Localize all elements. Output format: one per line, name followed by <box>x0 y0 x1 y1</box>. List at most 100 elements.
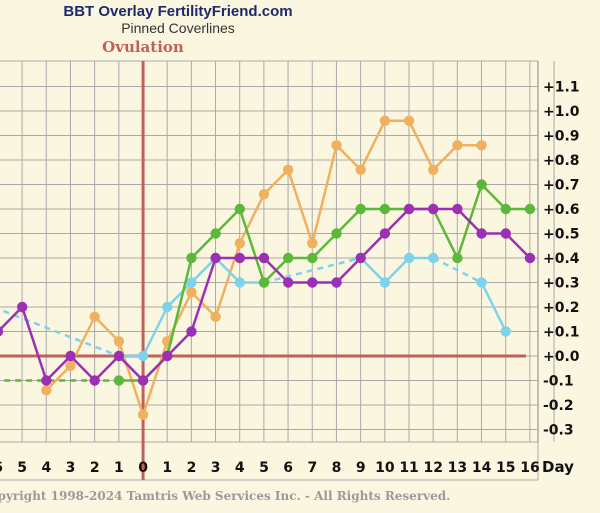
x-tick-label: 9 <box>356 460 366 476</box>
series-segment <box>45 355 72 382</box>
data-point <box>500 326 511 337</box>
y-tick-label: -0.3 <box>543 423 574 439</box>
data-point <box>476 277 487 288</box>
y-tick-label: +0.2 <box>543 300 580 316</box>
data-point <box>258 189 270 200</box>
data-point <box>428 164 439 175</box>
y-tick-label: +1.1 <box>543 80 580 96</box>
data-point <box>113 375 125 386</box>
series-segment <box>190 257 217 332</box>
data-point <box>0 326 4 337</box>
data-point <box>258 277 270 288</box>
x-tick-label: 6 <box>283 460 293 476</box>
data-point <box>113 336 125 347</box>
series-0 <box>41 115 487 420</box>
series-segment <box>0 306 24 332</box>
data-point <box>500 203 511 215</box>
series-segment <box>141 306 169 357</box>
y-tick-label: +0.7 <box>543 178 580 194</box>
data-point <box>331 277 342 288</box>
y-tick-label: -0.2 <box>543 398 574 414</box>
series-segment <box>480 281 507 333</box>
x-tick-label: 1 <box>114 460 124 476</box>
y-tick-label: +0.3 <box>543 276 580 292</box>
y-tick-label: -0.1 <box>543 374 574 390</box>
x-tick-label: 11 <box>399 460 418 476</box>
series-segment <box>238 193 266 244</box>
series-segment <box>118 355 144 382</box>
data-point <box>476 179 487 190</box>
data-point <box>524 252 536 264</box>
data-point <box>379 203 391 215</box>
data-point <box>186 252 197 264</box>
x-tick-label: 8 <box>332 460 342 476</box>
data-point <box>452 140 463 151</box>
series-segment <box>407 120 435 171</box>
data-point <box>162 350 173 362</box>
data-point <box>428 203 439 215</box>
series-segment <box>263 257 290 284</box>
x-tick-label: 4 <box>235 460 245 476</box>
y-tick-label: +0.5 <box>543 227 580 243</box>
x-tick-label: 5 <box>259 460 269 476</box>
series-segment <box>20 306 48 381</box>
data-point <box>210 252 221 264</box>
x-tick-label: 12 <box>423 460 442 476</box>
data-point <box>234 277 245 288</box>
data-point <box>307 277 318 288</box>
series-segment <box>383 257 410 284</box>
y-tick-label: +0.8 <box>543 153 580 169</box>
series-segment <box>166 257 193 357</box>
series-segment <box>311 232 338 259</box>
y-tick-label: +0.9 <box>543 129 580 145</box>
copyright-footer: Copyright 1998-2024 Tamtris Web Services… <box>0 489 450 503</box>
series-3 <box>0 203 536 386</box>
data-point <box>476 228 487 239</box>
series-dashed-segment <box>263 256 362 284</box>
series-segment <box>504 232 531 259</box>
data-point <box>186 326 197 337</box>
data-point <box>282 252 294 264</box>
y-axis-ticks: +1.1 +1.0 +0.9 +0.8 +0.7 +0.6 +0.5 +0.4 +0.3 +0.2… <box>543 80 580 439</box>
data-point <box>210 228 221 239</box>
series-segment <box>311 145 338 244</box>
data-point <box>210 311 221 322</box>
data-point <box>16 301 28 313</box>
x-tick-label: 6 <box>0 460 3 476</box>
series-segment <box>480 183 507 210</box>
data-point <box>89 375 100 386</box>
x-tick-label: 16 <box>520 460 539 476</box>
x-tick-label: 15 <box>496 460 515 476</box>
x-tick-label: 14 <box>472 460 492 476</box>
y-tick-label: +0.1 <box>543 325 580 341</box>
series-segment <box>286 169 314 244</box>
data-point <box>41 385 52 396</box>
data-point <box>452 252 463 264</box>
series-segment <box>214 208 241 235</box>
series-segment <box>383 208 410 235</box>
data-point <box>476 140 487 151</box>
series-segment <box>142 355 169 382</box>
series-segment <box>238 208 266 283</box>
data-point <box>234 238 245 249</box>
series-segment <box>335 144 362 171</box>
series-segment <box>190 257 217 284</box>
series-segment <box>93 355 120 382</box>
data-point <box>234 252 245 264</box>
series-segment <box>93 315 120 343</box>
series-segment <box>214 257 241 284</box>
x-tick-label: 10 <box>375 460 395 476</box>
chart-title: BBT Overlay FertilityFriend.com <box>63 3 292 20</box>
series-segment <box>166 281 193 308</box>
data-point <box>89 311 100 322</box>
x-tick-label: 4 <box>41 460 51 476</box>
data-point <box>41 375 52 386</box>
series-segment <box>335 257 362 284</box>
data-point <box>234 203 245 215</box>
x-tick-label: 2 <box>90 460 100 476</box>
x-tick-label: 7 <box>307 460 317 476</box>
data-point <box>379 277 391 288</box>
series-segment <box>456 208 483 235</box>
series-segment <box>190 232 217 259</box>
reference-lines <box>0 61 526 480</box>
